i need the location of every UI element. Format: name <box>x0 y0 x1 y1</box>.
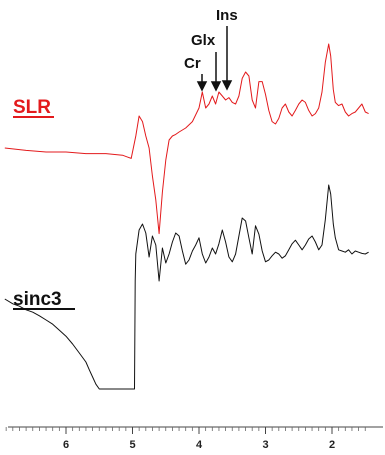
x-axis: 6 5 4 3 2 <box>5 426 383 451</box>
ins-arrow-head <box>221 80 233 91</box>
slr-spectrum <box>4 43 369 235</box>
sinc3-spectrum-line <box>4 184 369 390</box>
x-axis-tick-label: 2 <box>329 439 335 451</box>
annotation-arrows <box>196 26 233 92</box>
glx-arrow-head <box>210 81 222 92</box>
slr-label: SLR <box>13 97 51 118</box>
slr-spectrum-line <box>4 43 369 235</box>
x-axis-tick-label: 6 <box>63 439 69 451</box>
cr-annotation-label: Cr <box>184 55 201 72</box>
x-axis-tick-label: 4 <box>196 439 203 451</box>
x-axis-minor-ticks <box>5 427 366 431</box>
sinc3-spectrum <box>4 184 369 390</box>
ins-annotation-label: Ins <box>216 7 238 24</box>
x-axis-major-ticks: 6 5 4 3 2 <box>63 427 335 451</box>
x-axis-tick-label: 5 <box>129 439 135 451</box>
glx-annotation-label: Glx <box>191 32 216 49</box>
x-axis-tick-label: 3 <box>262 439 268 451</box>
cr-arrow-head <box>196 81 208 92</box>
sinc3-label: sinc3 <box>13 289 62 310</box>
